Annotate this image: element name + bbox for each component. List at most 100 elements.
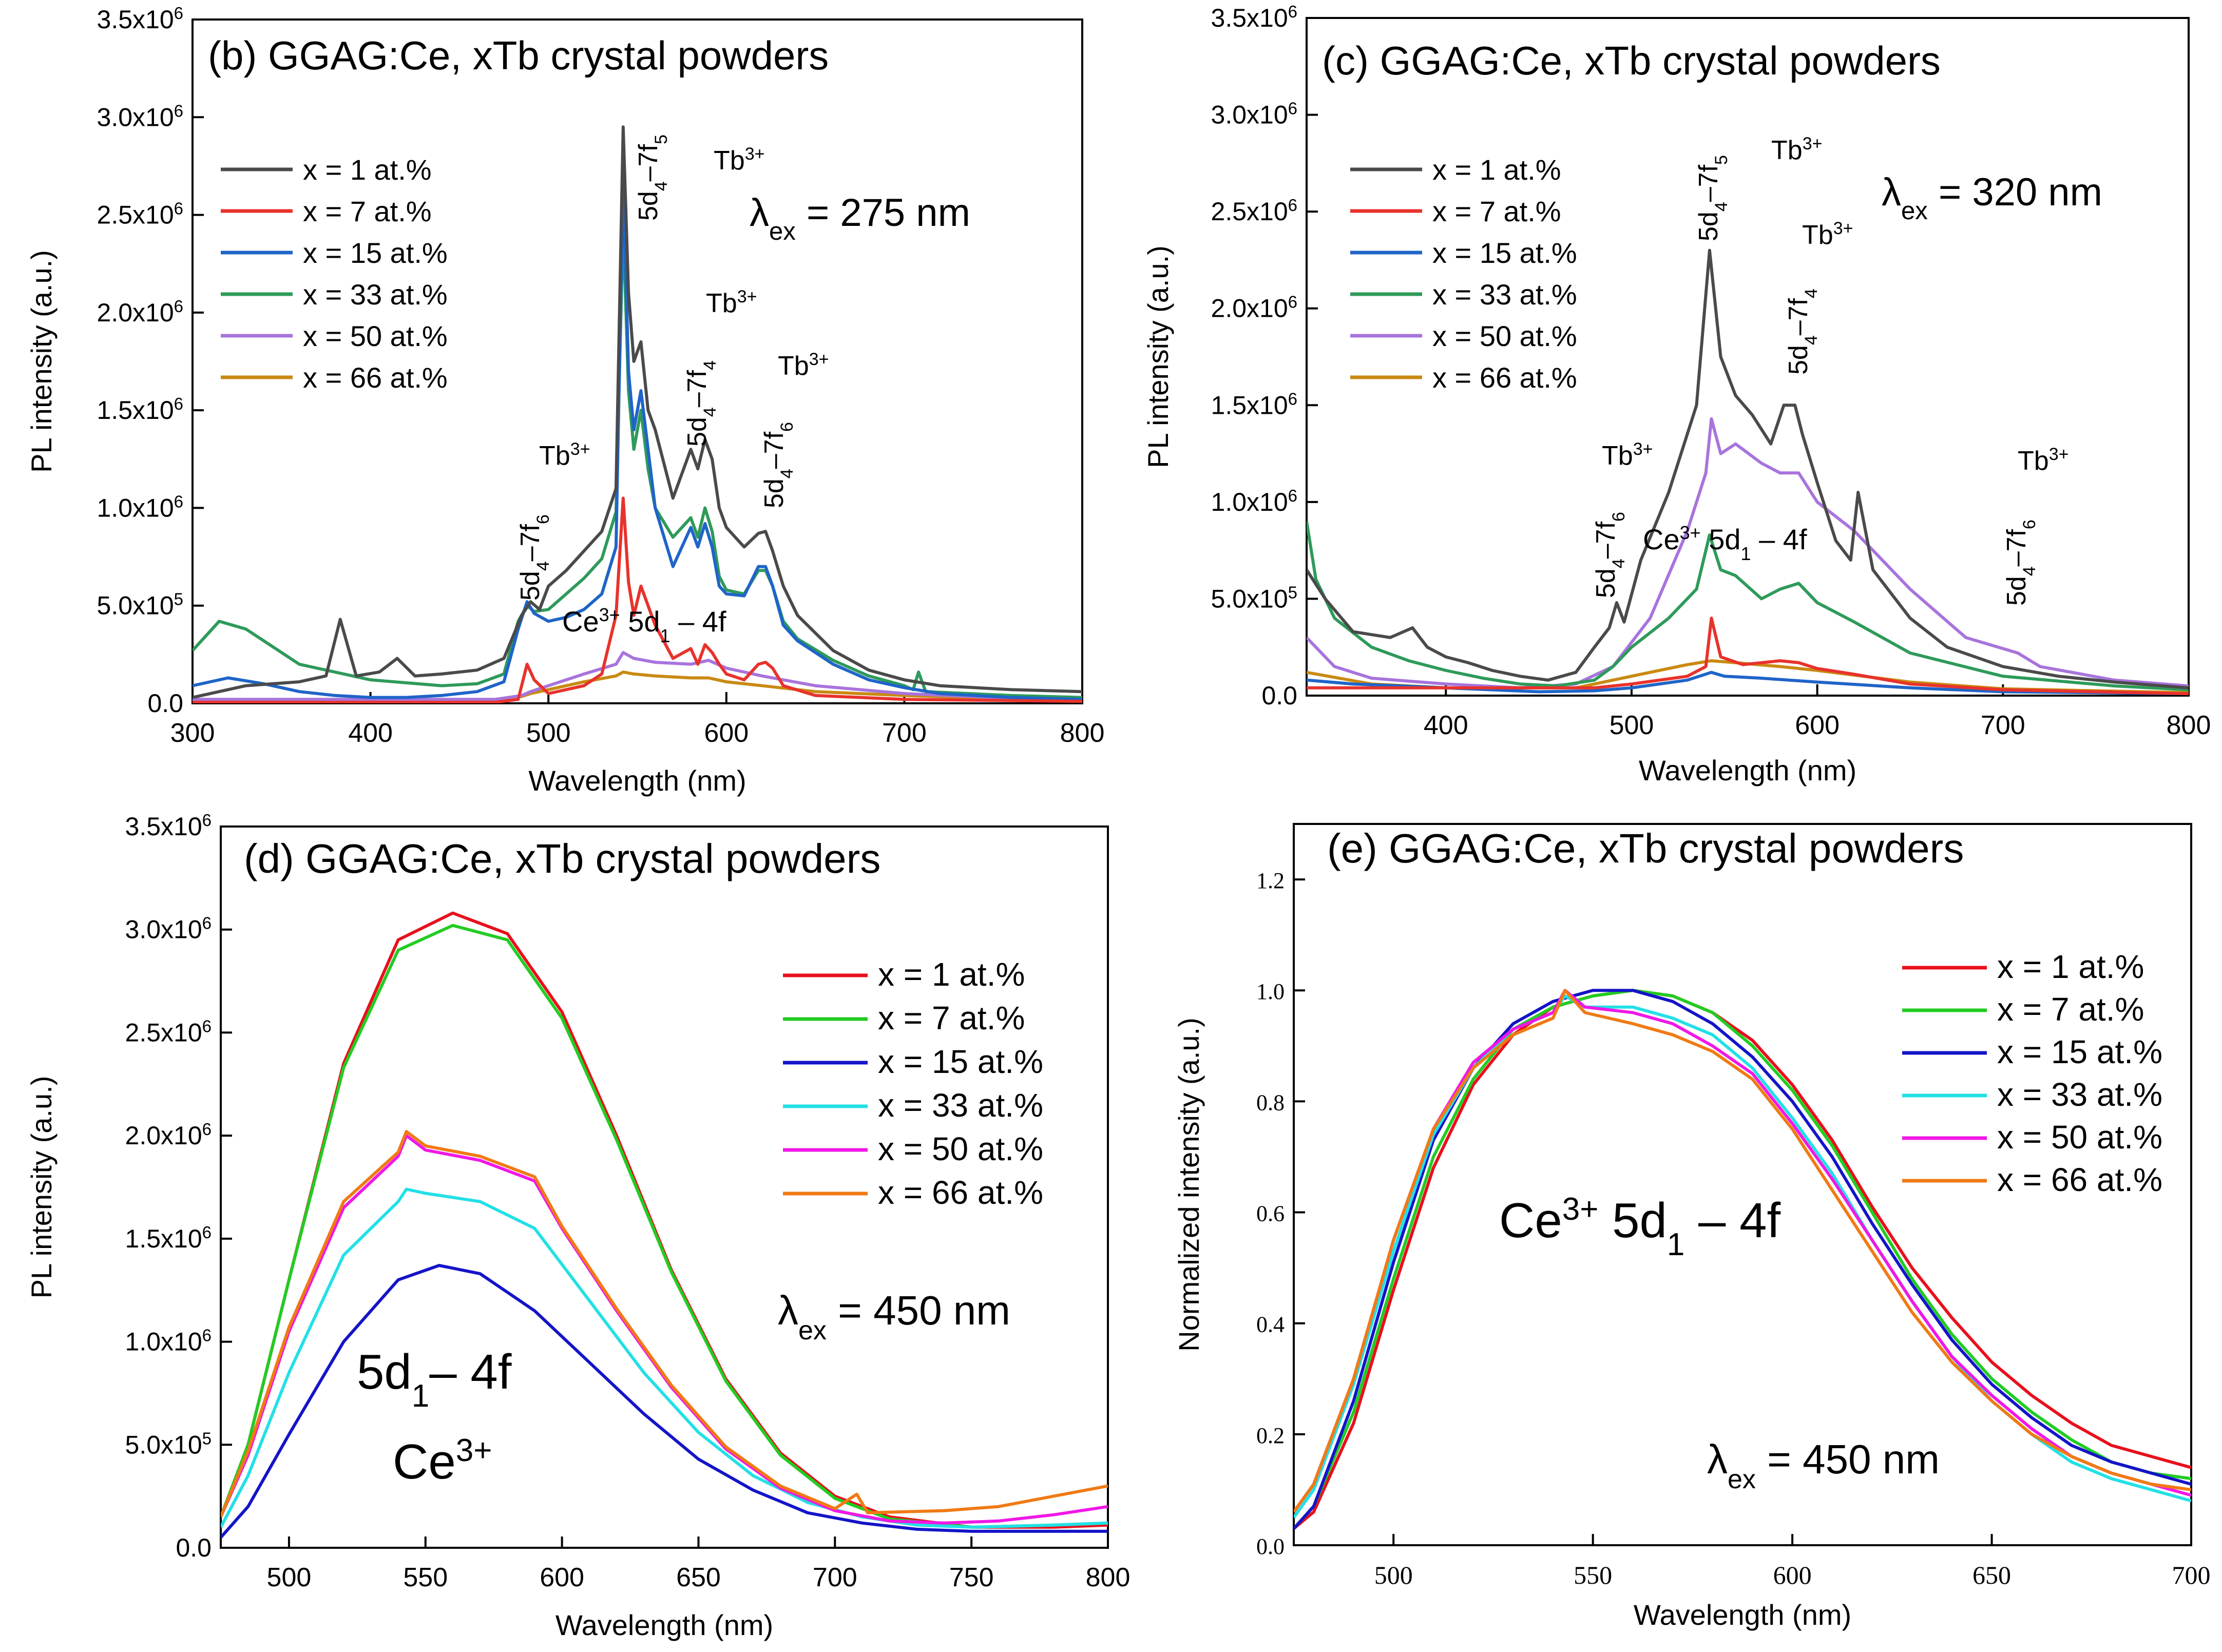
series-line-2 — [1294, 989, 2191, 1530]
x-axis-label: Wavelength (nm) — [1634, 1599, 1851, 1631]
tb-annotation: Tb3+ — [2018, 445, 2068, 476]
legend-entry: x = 15 at.% — [1997, 1033, 2162, 1070]
legend-entry: x = 33 at.% — [303, 278, 448, 311]
series-line-5 — [193, 651, 1082, 701]
y-tick-label: 1.0x106 — [97, 492, 183, 523]
x-tick-label: 650 — [1972, 1561, 2011, 1589]
y-tick-label: 0.2 — [1256, 1423, 1285, 1448]
series-line-2 — [1307, 617, 2189, 696]
legend-entry: x = 33 at.% — [1432, 278, 1577, 311]
x-tick-label: 500 — [526, 718, 571, 748]
series-line-4 — [221, 1187, 1108, 1529]
y-tick-label: 0.0 — [1256, 1534, 1285, 1559]
x-tick-label: 650 — [676, 1563, 721, 1592]
series-line-6 — [193, 670, 1082, 702]
tb-annotation: Tb3+ — [778, 350, 829, 381]
legend-entry: x = 15 at.% — [878, 1043, 1043, 1080]
ce-annotation: Ce3+ 5d1 – 4f — [562, 604, 726, 646]
y-tick-label: 5.0x105 — [125, 1429, 212, 1459]
x-tick-label: 600 — [704, 718, 749, 748]
y-tick-label: 3.5x106 — [125, 811, 212, 841]
y-tick-label: 1.5x106 — [125, 1222, 212, 1253]
legend-entry: x = 15 at.% — [303, 237, 448, 269]
y-axis-label: PL intensity (a.u.) — [25, 1076, 58, 1299]
legend-entry: x = 50 at.% — [1997, 1119, 2162, 1156]
legend-entry: x = 66 at.% — [1432, 361, 1577, 394]
x-tick-label: 600 — [1795, 710, 1840, 740]
y-axis-label: Normalized intensity (a.u.) — [1173, 1017, 1205, 1351]
x-tick-label: 500 — [1374, 1561, 1413, 1589]
excitation-label: λex = 450 nm — [1707, 1436, 1940, 1494]
panel-d: 500 550 600 650 700 750 800 0.0 5.0x105 1.0x106 1.… — [25, 811, 1130, 1642]
y-tick-label: 2.0x106 — [97, 296, 183, 327]
x-tick-label: 300 — [170, 718, 215, 748]
x-tick-label: 800 — [2167, 710, 2211, 740]
x-axis-label: Wavelength (nm) — [528, 764, 746, 797]
series-line-3 — [193, 174, 1082, 701]
x-tick-label: 400 — [348, 718, 393, 748]
legend-entry: x = 1 at.% — [1997, 948, 2144, 985]
tb-annotation: Tb3+ — [714, 144, 764, 176]
transition-annotation: 5d4–7f4 — [682, 360, 720, 447]
series-line-4 — [1307, 521, 2189, 691]
y-tick-label: 2.5x106 — [97, 199, 183, 229]
y-tick-label: 1.0x106 — [125, 1326, 212, 1356]
series-line-4 — [1294, 994, 2191, 1519]
y-tick-label: 3.0x106 — [1211, 99, 1297, 129]
legend-entry: x = 7 at.% — [1997, 991, 2144, 1028]
tb-annotation: Tb3+ — [1802, 219, 1853, 250]
excitation-label: λex = 320 nm — [1882, 170, 2102, 225]
tb-annotation: Tb3+ — [1771, 134, 1822, 165]
legend-entry: x = 66 at.% — [303, 361, 448, 394]
series-line-1 — [1307, 248, 2189, 689]
y-tick-label: 1.2 — [1256, 868, 1285, 893]
y-tick-label: 0.6 — [1256, 1201, 1285, 1226]
series-line-3 — [1307, 670, 2189, 696]
x-tick-label: 750 — [949, 1563, 994, 1592]
y-tick-label: 2.5x106 — [1211, 196, 1297, 226]
x-tick-label: 700 — [813, 1563, 857, 1592]
transition-annotation: 5d4–7f5 — [1694, 155, 1731, 241]
y-tick-label: 0.0 — [1261, 681, 1297, 710]
x-tick-label: 500 — [1610, 710, 1654, 740]
plot-frame — [191, 18, 1083, 704]
y-axis-label: PL intensity (a.u.) — [25, 250, 58, 473]
x-tick-label: 700 — [2172, 1561, 2211, 1589]
legend-entry: x = 50 at.% — [1432, 320, 1577, 352]
x-tick-label: 600 — [1773, 1561, 1812, 1589]
ce-annotation: Ce3+ — [393, 1433, 492, 1490]
x-tick-label: 700 — [1981, 710, 2025, 740]
y-tick-label: 1.0x106 — [1211, 486, 1297, 516]
x-tick-label: 500 — [267, 1563, 312, 1592]
y-tick-label: 0.8 — [1256, 1090, 1285, 1115]
y-tick-label: 0.4 — [1256, 1312, 1285, 1337]
legend-entry: x = 7 at.% — [303, 195, 432, 227]
x-tick-label: 600 — [540, 1563, 584, 1592]
y-tick-label: 5.0x105 — [1211, 583, 1297, 613]
y-tick-label: 5.0x105 — [97, 589, 183, 620]
excitation-label: λex = 450 nm — [778, 1288, 1010, 1346]
series-line-1 — [193, 125, 1082, 699]
legend-entry: x = 66 at.% — [1997, 1161, 2162, 1198]
ce-annotation: Ce3+ 5d1 – 4f — [1499, 1192, 1780, 1262]
series-line-2 — [193, 496, 1082, 703]
series-line-3 — [1294, 989, 2191, 1530]
x-tick-label: 800 — [1060, 718, 1105, 748]
y-tick-label: 1.5x106 — [97, 394, 183, 425]
chart-title: (d) GGAG:Ce, xTb crystal powders — [244, 836, 880, 881]
y-tick-label: 1.5x106 — [1211, 389, 1297, 420]
y-tick-label: 2.5x106 — [125, 1016, 212, 1047]
y-tick-label: 2.0x106 — [125, 1120, 212, 1150]
legend-entry: x = 1 at.% — [303, 153, 432, 186]
panel-e: 500 550 600 650 700 0.0 0.2 0.4 0.6 0.8 1.0 1.2 Wave… — [1173, 823, 2211, 1631]
transition-annotation: 5d4–7f6 — [515, 514, 553, 601]
legend-entry: x = 33 at.% — [878, 1087, 1043, 1124]
x-axis-label: Wavelength (nm) — [1639, 754, 1856, 786]
y-tick-label: 3.5x106 — [97, 4, 183, 34]
legend-entry: x = 1 at.% — [878, 956, 1025, 993]
x-tick-label: 400 — [1424, 710, 1468, 740]
tb-annotation: Tb3+ — [539, 439, 590, 471]
y-tick-label: 3.0x106 — [97, 101, 183, 131]
series-line-6 — [1294, 989, 2191, 1513]
